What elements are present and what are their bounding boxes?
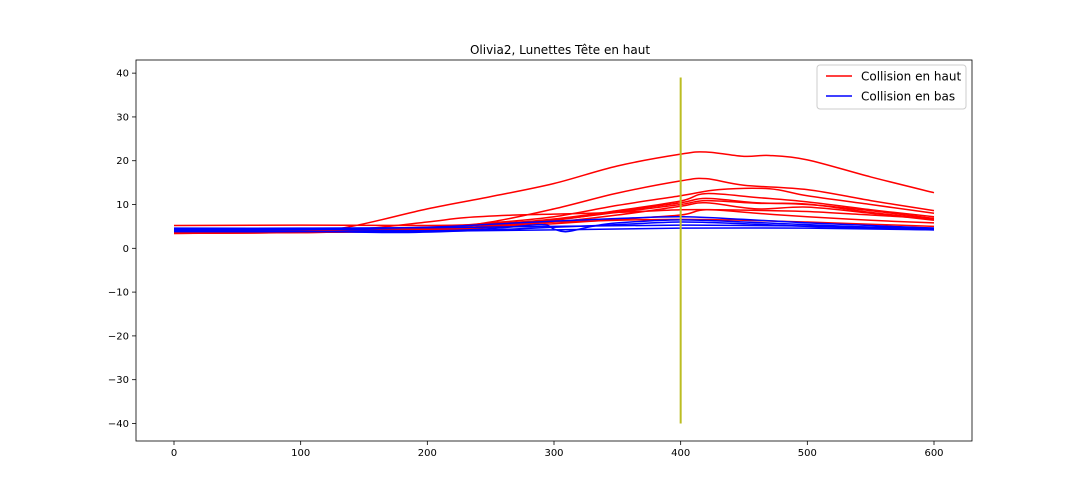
series-line-haut-0 [173,151,935,234]
x-tick-label: 400 [671,448,690,459]
x-tick-label: 0 [171,448,177,459]
legend-label: Collision en bas [861,90,955,104]
y-tick-label: 10 [116,200,129,211]
chart-title: Olivia2, Lunettes Tête en haut [470,43,650,57]
series-line-haut-9 [173,218,935,228]
legend: Collision en haut Collision en bas [816,64,967,110]
series-line-bas-13 [173,227,935,233]
x-tick-label: 300 [544,448,563,459]
y-tick-label: −40 [108,419,129,430]
legend-label: Collision en haut [861,70,961,84]
y-tick-label: 20 [116,156,129,167]
x-tick-label: 500 [798,448,817,459]
y-tick-label: 0 [123,244,129,255]
series-line-bas-11 [173,219,935,233]
legend-box [816,64,967,110]
axes-layer: 0 100 200 300 400 500 600 −40 −30 −20 −10 0 10 20 30 40 [108,59,973,459]
x-tick-label: 200 [418,448,437,459]
x-tick-label: 600 [924,448,943,459]
series-layer [173,151,935,235]
y-tick-label: 30 [116,112,129,123]
y-tick-label: −10 [108,288,129,299]
y-tick-label: 40 [116,69,129,80]
x-tick-label: 100 [291,448,310,459]
y-tick-label: −20 [108,331,129,342]
series-line-bas-14 [173,224,935,229]
y-tick-label: −30 [108,375,129,386]
